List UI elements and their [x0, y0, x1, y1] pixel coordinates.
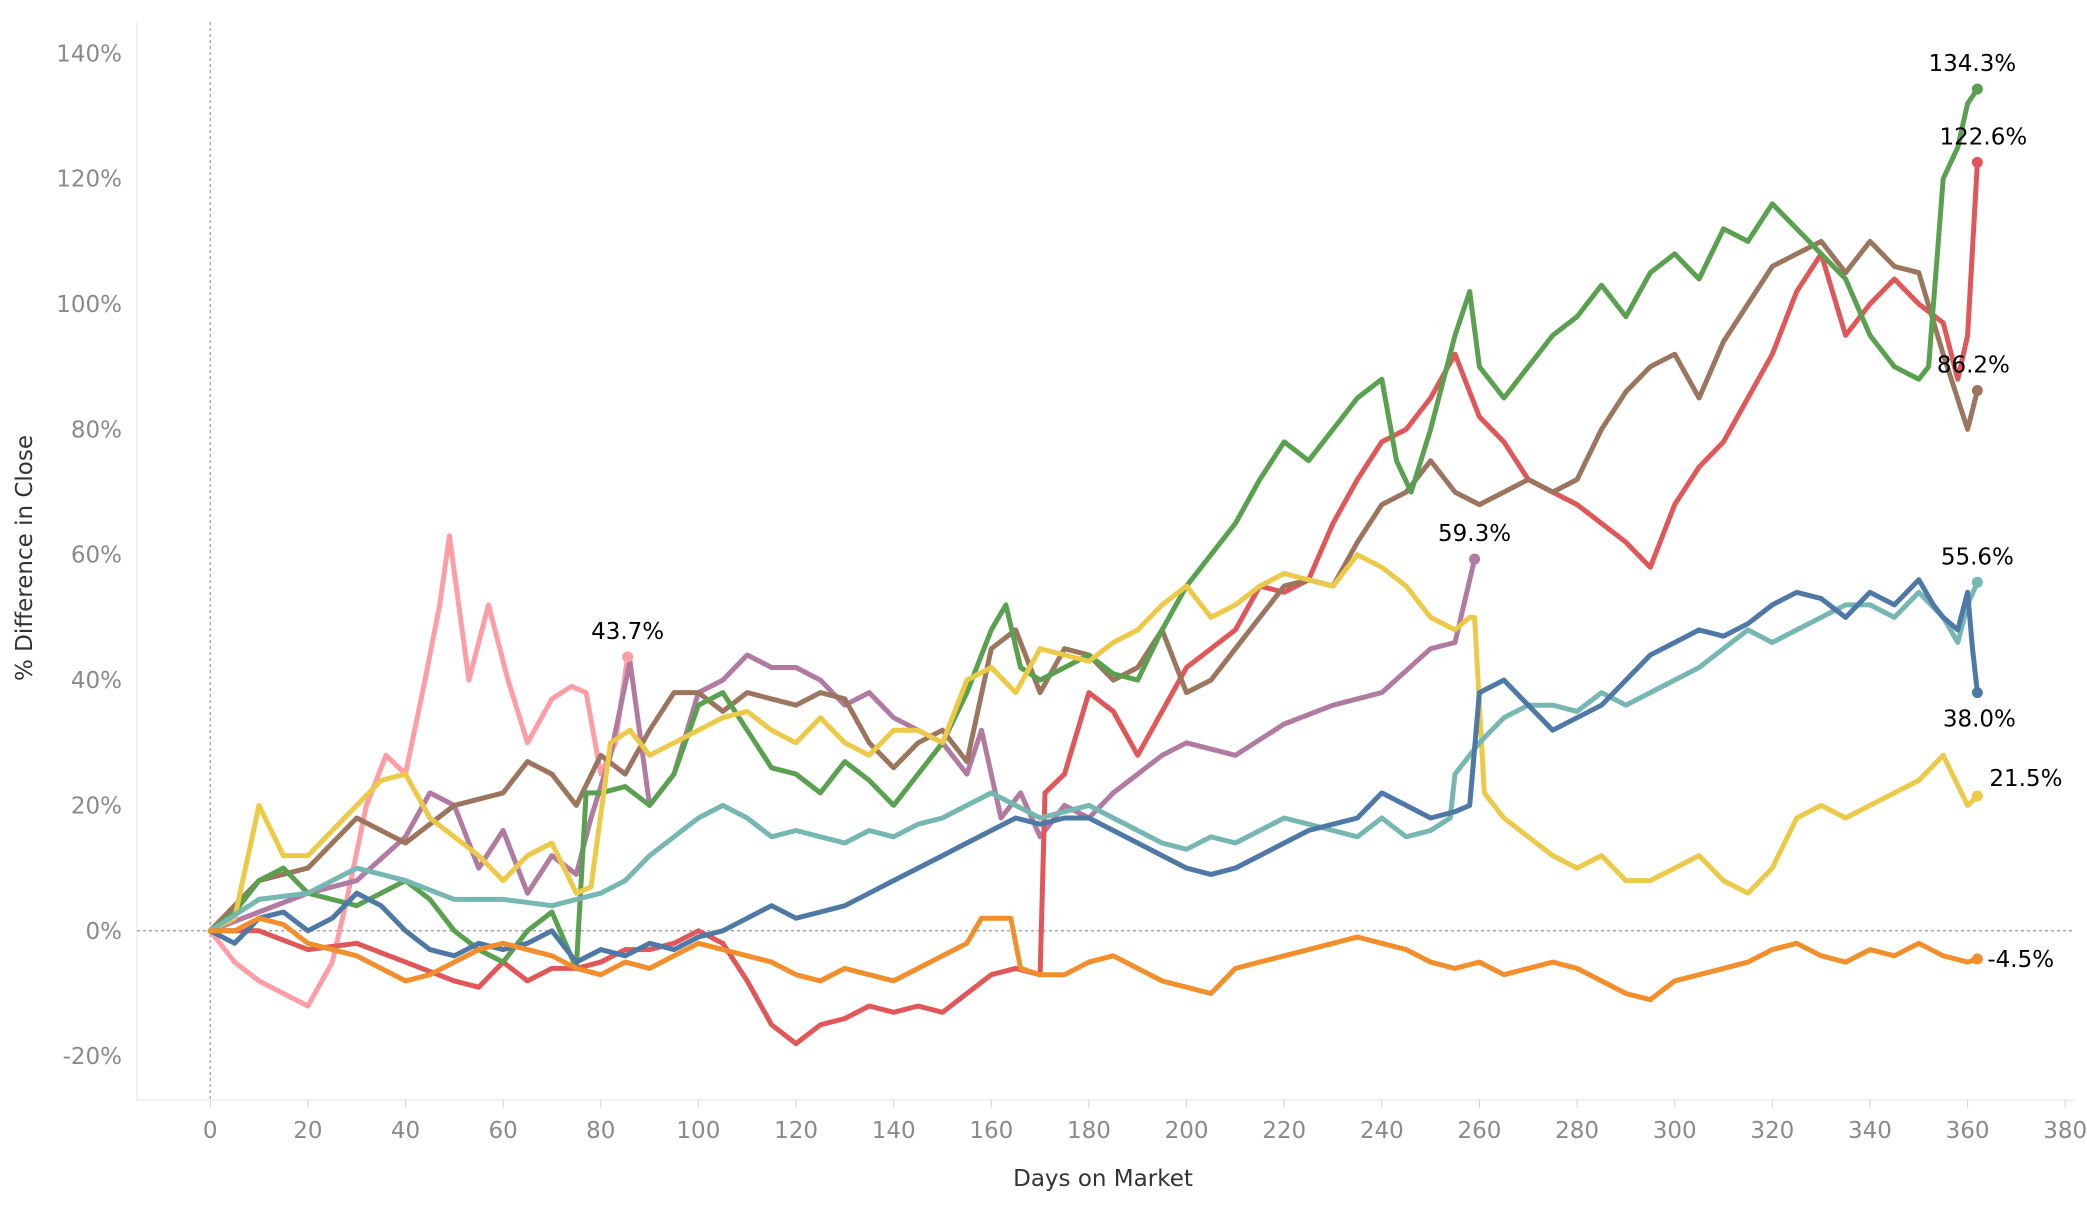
series-line-4: [207, 238, 1980, 934]
series-line-2: [207, 556, 1478, 934]
x-tick-label: 120: [774, 1118, 818, 1144]
x-tick-label: 40: [391, 1118, 420, 1144]
series-line-6: [207, 552, 1980, 934]
series-end-marker-2: [1469, 553, 1481, 565]
series-end-label-8: 38.0%: [1943, 707, 2016, 733]
series-end-marker-8: [1971, 687, 1983, 699]
series-end-label-9: -4.5%: [1987, 947, 2054, 973]
y-tick-label: 20%: [71, 793, 122, 819]
x-tick-label: 380: [2043, 1118, 2087, 1144]
series-line-8: [207, 577, 1980, 965]
series-line-5: [207, 86, 1980, 971]
x-tick-label: 160: [969, 1118, 1013, 1144]
series-line-7: [207, 579, 1980, 934]
series-end-label-4: 86.2%: [1937, 353, 2010, 379]
series-end-marker-4: [1971, 385, 1983, 397]
x-tick-label: 300: [1653, 1118, 1697, 1144]
x-axis-title: Days on Market: [1013, 1166, 1193, 1192]
y-tick-label: 140%: [56, 41, 122, 67]
series-end-marker-5: [1971, 83, 1983, 95]
x-tick-label: 100: [676, 1118, 720, 1144]
series-end-label-1: 43.7%: [591, 619, 664, 645]
y-tick-label: -20%: [63, 1044, 122, 1070]
x-tick-label: 80: [586, 1118, 615, 1144]
y-tick-label: 100%: [56, 292, 122, 318]
axes: 0 20 40 60 80 100 120 140 160 180 200 220 240 260 280 3…: [56, 22, 2087, 1144]
x-tick-label: 20: [293, 1118, 322, 1144]
y-tick-label: 40%: [71, 668, 122, 694]
series-line-3: [207, 159, 1980, 1047]
x-tick-label: 180: [1067, 1118, 1111, 1144]
series-end-marker-3: [1971, 156, 1983, 168]
series-end-marker-6: [1971, 790, 1983, 802]
series-end-label-5: 134.3%: [1929, 51, 2017, 77]
x-tick-label: 320: [1750, 1118, 1794, 1144]
x-tick-label: 340: [1848, 1118, 1892, 1144]
y-tick-label: 80%: [71, 417, 122, 443]
x-tick-label: 260: [1457, 1118, 1501, 1144]
y-tick-label: 60%: [71, 543, 122, 569]
series-end-label-3: 122.6%: [1940, 124, 2028, 150]
series-line-1: [207, 533, 631, 1009]
series-end-marker-7: [1971, 576, 1983, 588]
series-lines: [207, 86, 1980, 1047]
y-axis-title: % Difference in Close: [12, 435, 38, 681]
x-tick-label: 280: [1555, 1118, 1599, 1144]
x-tick-label: 0: [203, 1118, 218, 1144]
x-tick-label: 200: [1165, 1118, 1209, 1144]
series-end-label-2: 59.3%: [1438, 521, 1511, 547]
series-end-marker-1: [622, 651, 634, 663]
y-tick-label: 120%: [56, 167, 122, 193]
x-tick-label: 220: [1262, 1118, 1306, 1144]
series-end-label-6: 21.5%: [1989, 766, 2062, 792]
x-tick-label: 360: [1946, 1118, 1990, 1144]
x-tick-label: 140: [872, 1118, 916, 1144]
x-tick-label: 60: [488, 1118, 517, 1144]
x-tick-label: 240: [1360, 1118, 1404, 1144]
series-end-marker-9: [1971, 953, 1983, 965]
series-end-label-7: 55.6%: [1941, 544, 2014, 570]
series-line-9: [207, 915, 1980, 1003]
y-tick-label: 0%: [86, 919, 123, 945]
end-markers: 43.7% 59.3% 122.6% 86.2% 134.3% 21.5% 55.6% 38.…: [591, 51, 2062, 973]
